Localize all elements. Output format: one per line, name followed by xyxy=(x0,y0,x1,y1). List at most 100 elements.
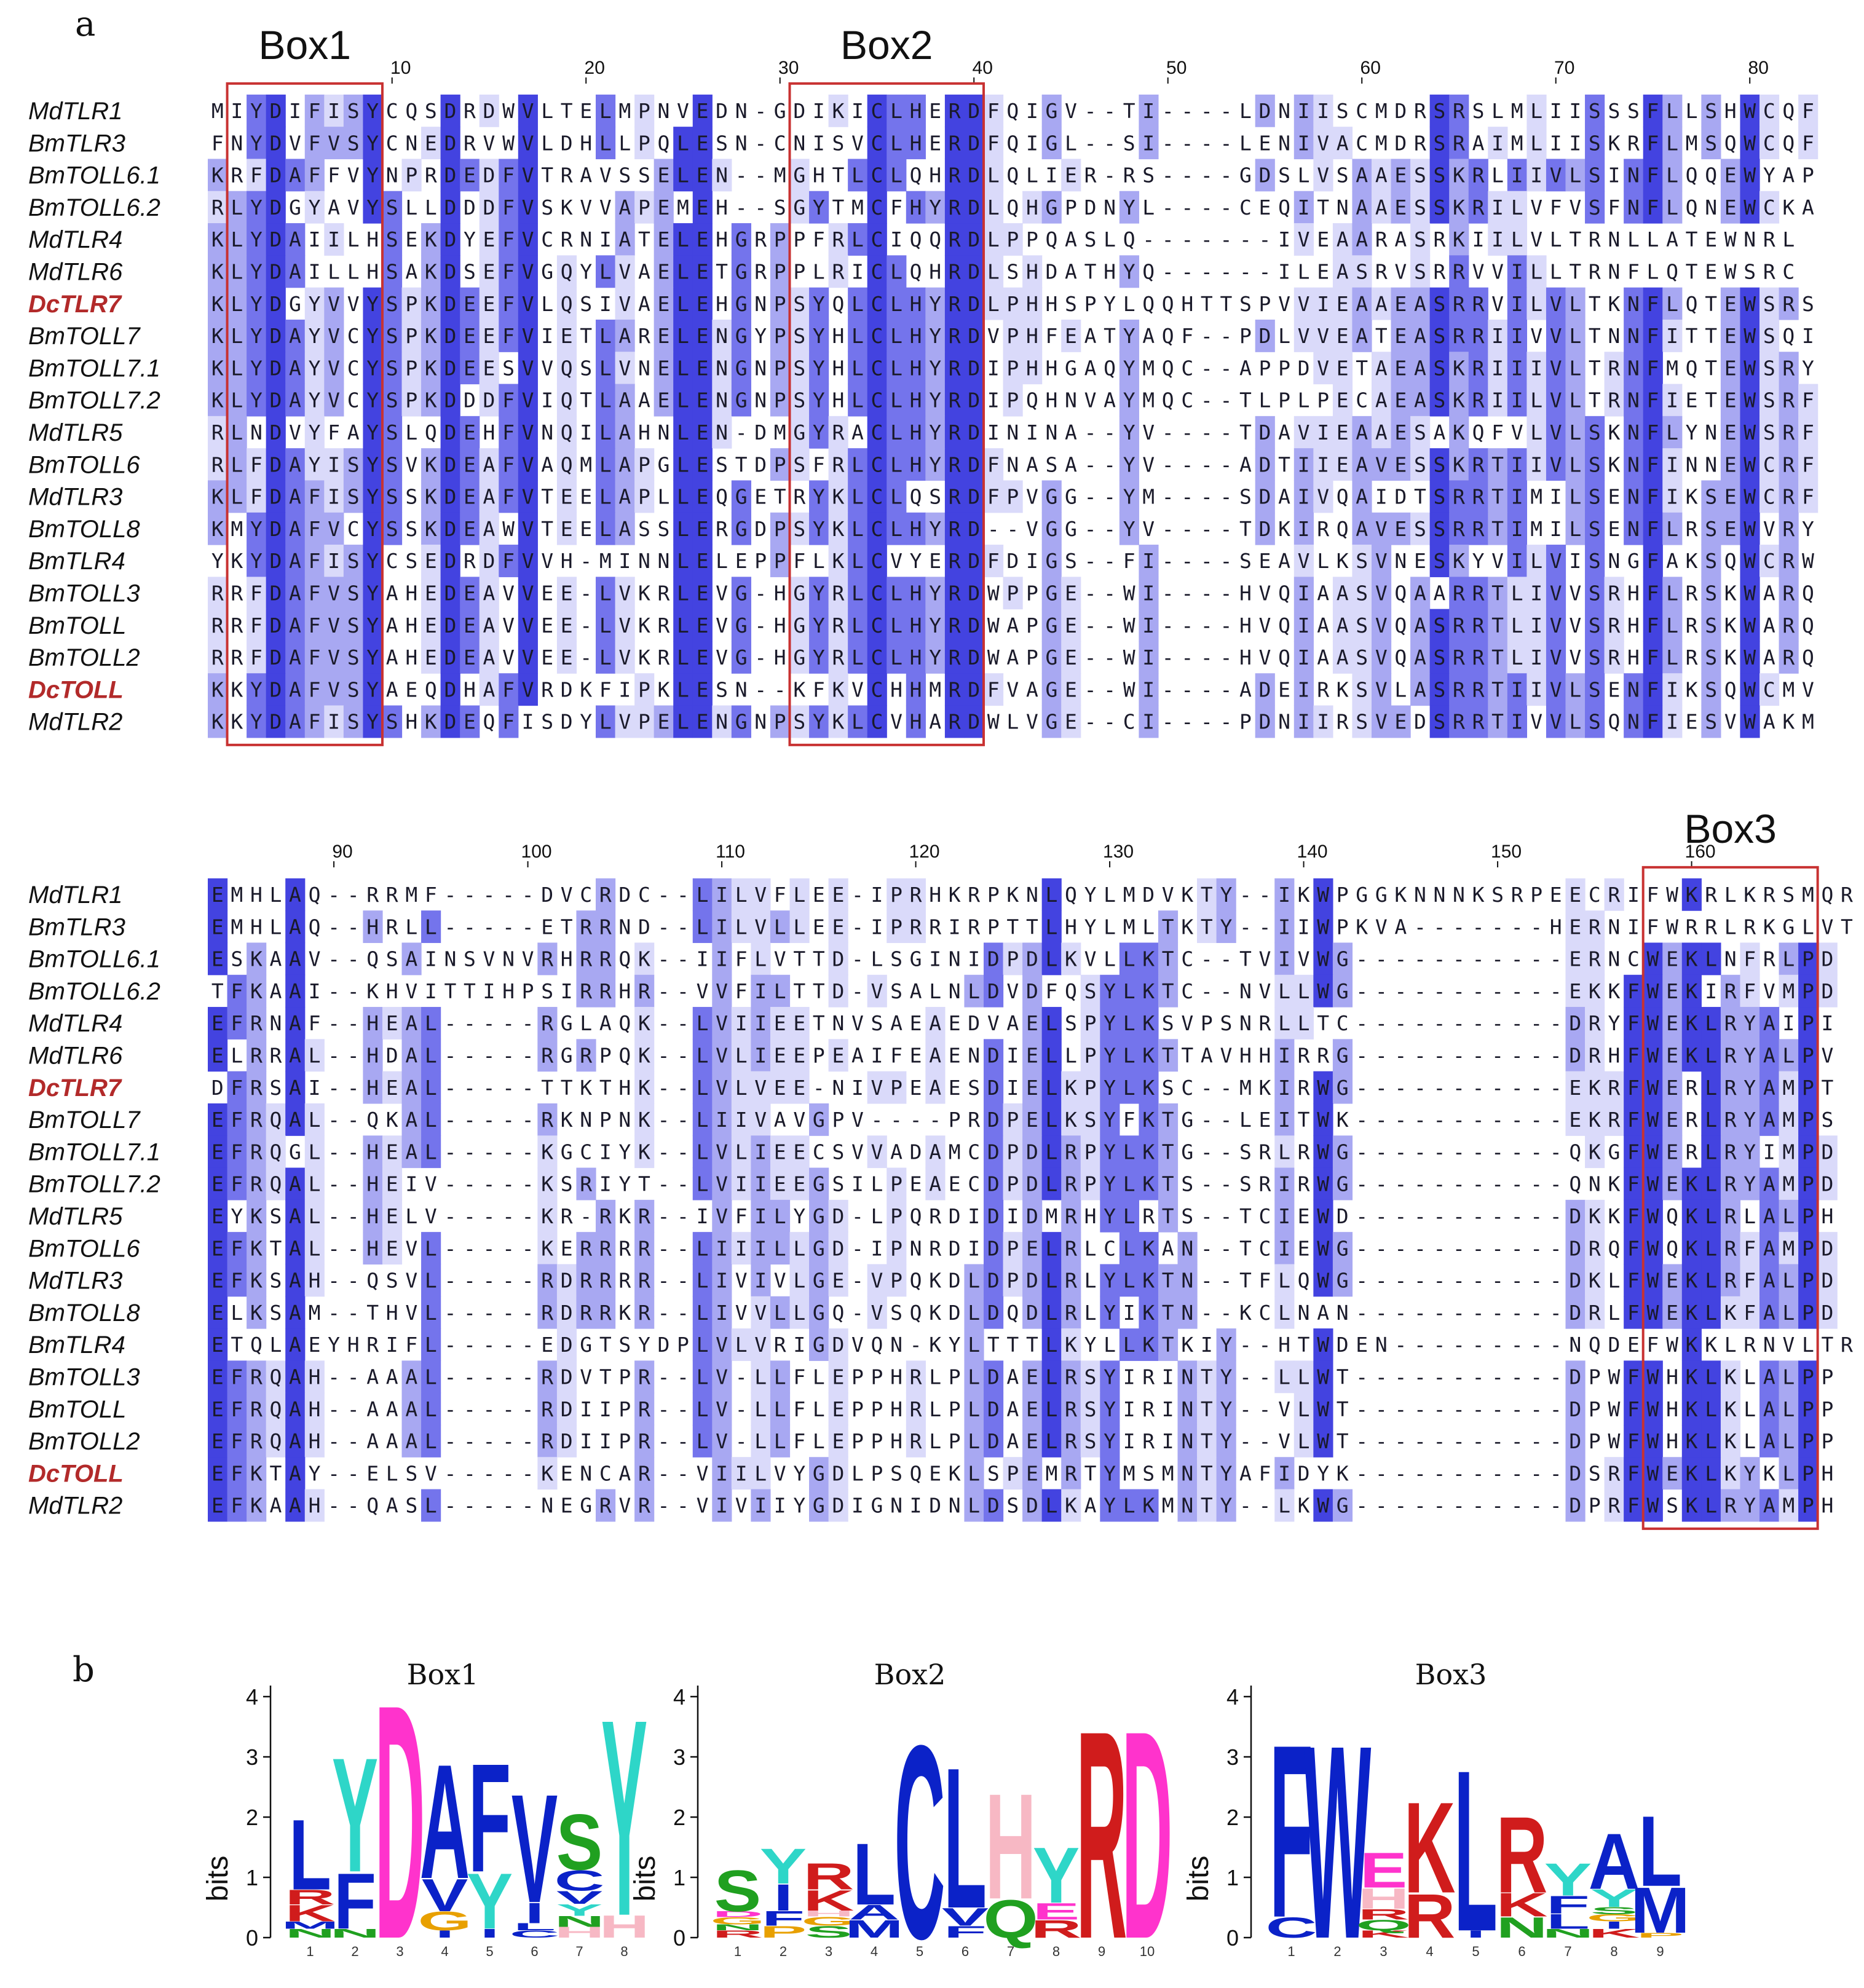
residue: L xyxy=(1045,1140,1057,1164)
residue: L xyxy=(1045,883,1057,907)
residue: T xyxy=(1026,915,1038,939)
residue: L xyxy=(987,195,1000,219)
residue: Y xyxy=(618,1140,631,1164)
residue: F xyxy=(793,1397,805,1421)
residue: V xyxy=(1530,195,1542,219)
residue: S xyxy=(1705,645,1717,669)
residue: R xyxy=(638,1365,650,1389)
residue: W xyxy=(1647,1204,1659,1228)
residue: P xyxy=(851,1397,864,1421)
residue: L xyxy=(774,1429,786,1453)
residue: Y xyxy=(250,549,263,573)
residue: R xyxy=(1724,979,1737,1003)
residue: R xyxy=(1686,517,1698,541)
residue: - xyxy=(1433,1204,1445,1228)
residue: T xyxy=(599,1365,612,1389)
residue: D xyxy=(269,582,282,605)
residue: T xyxy=(1201,915,1213,939)
residue: I xyxy=(309,260,321,284)
residue: W xyxy=(1744,485,1756,509)
residue: L xyxy=(1705,1461,1717,1485)
residue: R xyxy=(1298,1044,1310,1068)
residue: P xyxy=(405,164,417,187)
residue: N xyxy=(1608,227,1620,251)
residue: W xyxy=(1317,1108,1329,1132)
residue: - xyxy=(444,915,456,939)
residue: H xyxy=(716,195,728,219)
residue: K xyxy=(1686,1269,1698,1293)
residue: S xyxy=(890,979,902,1003)
residue: L xyxy=(1705,947,1717,971)
residue-shade xyxy=(887,255,907,288)
residue: G xyxy=(813,1204,825,1228)
residue: A xyxy=(289,1333,301,1357)
residue: N xyxy=(754,292,767,316)
residue: C xyxy=(871,292,883,316)
residue: Q xyxy=(1394,613,1407,637)
residue: R xyxy=(599,979,612,1003)
residue: Y xyxy=(309,195,321,219)
residue-shade xyxy=(1041,94,1062,127)
residue: I xyxy=(1608,164,1620,187)
residue: E xyxy=(697,356,709,380)
residue: V xyxy=(754,1076,767,1100)
residue: L xyxy=(1802,1333,1814,1357)
residue: A xyxy=(1026,452,1038,476)
residue: W xyxy=(1647,1044,1659,1068)
residue: R xyxy=(1472,517,1485,541)
residue: - xyxy=(1414,1172,1426,1196)
residue: - xyxy=(328,1076,340,1100)
residue: S xyxy=(793,452,805,476)
residue: Q xyxy=(1821,883,1833,907)
residue: V xyxy=(328,517,340,541)
residue-shade xyxy=(964,223,984,256)
residue: E xyxy=(561,1236,573,1260)
residue: T xyxy=(1337,1365,1349,1389)
residue: P xyxy=(618,1365,631,1389)
residue: F xyxy=(1627,1011,1640,1035)
residue: L xyxy=(1569,292,1581,316)
residue: - xyxy=(1491,1269,1504,1293)
residue: Q xyxy=(1278,645,1290,669)
residue: L xyxy=(968,1365,980,1389)
residue: V xyxy=(871,979,883,1003)
residue: M xyxy=(1142,356,1155,380)
residue: N xyxy=(1337,195,1349,219)
residue: I xyxy=(289,99,301,123)
residue: - xyxy=(1162,99,1174,123)
residue: I xyxy=(1298,485,1310,509)
residue: - xyxy=(1201,131,1213,155)
residue: V xyxy=(541,356,553,380)
residue: E xyxy=(774,1044,786,1068)
residue: H xyxy=(1045,292,1057,316)
residue: N xyxy=(580,227,592,251)
residue: - xyxy=(328,1011,340,1035)
residue: R xyxy=(1298,1140,1310,1164)
residue: A xyxy=(289,1429,301,1453)
residue: - xyxy=(1181,645,1193,669)
residue: - xyxy=(677,1204,689,1228)
residue: P xyxy=(890,1172,902,1196)
residue: L xyxy=(347,260,360,284)
residue: S xyxy=(561,1172,573,1196)
residue: - xyxy=(1356,1461,1368,1485)
residue: Q xyxy=(250,1333,263,1357)
residue: - xyxy=(1433,1108,1445,1132)
residue: L xyxy=(871,1204,883,1228)
residue: S xyxy=(1045,452,1057,476)
residue: R xyxy=(599,1494,612,1518)
residue: P xyxy=(1006,1236,1019,1260)
residue: C xyxy=(1181,947,1193,971)
residue: I xyxy=(1491,131,1504,155)
residue: A xyxy=(405,1044,417,1068)
residue: V xyxy=(1550,549,1562,573)
residue: N xyxy=(890,1494,902,1518)
residue: F xyxy=(1627,1236,1640,1260)
residue: A xyxy=(289,1172,301,1196)
residue: A xyxy=(289,1204,301,1228)
residue: E xyxy=(910,1011,922,1035)
residue: A xyxy=(386,1397,398,1421)
residue: G xyxy=(793,420,805,444)
residue: V xyxy=(1491,549,1504,573)
residue: F xyxy=(1627,979,1640,1003)
